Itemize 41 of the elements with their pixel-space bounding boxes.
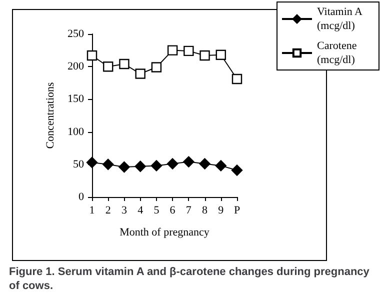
point [216,50,226,60]
x-tick-label: 1 [89,204,95,216]
x-tick-label: 6 [170,204,176,216]
point [199,158,210,170]
y-axis-title: Concentrations [44,82,56,149]
legend-label: Vitamin A (mcg/dl) [317,6,365,32]
x-tick-label: 7 [186,204,192,216]
point [184,46,194,56]
point [200,50,210,61]
point [151,62,162,72]
y-tick-label: 100 [68,126,84,138]
point [166,158,178,170]
y-tick-label: 150 [68,93,84,106]
point [135,68,146,79]
y-tick-label: 250 [68,28,84,40]
point [119,58,130,70]
point [232,74,242,84]
x-tick-label: 2 [105,204,111,216]
x-tick-label: P [234,204,240,216]
x-tick-label: 3 [121,204,128,216]
point [103,62,114,72]
point [86,156,98,168]
point [118,161,130,173]
x-tick-label: 4 [138,204,144,216]
point [215,160,226,172]
text: Figure 1. Serum vitamin A and β-carotene changes during pregnancy of cows. [9,266,372,292]
point [86,50,98,61]
point [134,160,146,172]
point [183,156,194,168]
point [231,164,243,176]
y-tick-label: 0 [78,191,84,203]
x-tick-label: 9 [218,204,224,216]
y-tick-label: 50 [73,158,84,170]
legend-label: Carotene (mcg/dl) [317,40,360,66]
y-tick-label: 200 [68,60,84,73]
point [167,45,178,56]
x-tick-label: 5 [154,204,160,216]
point [150,160,162,172]
x-tick-label: 8 [202,204,208,216]
x-axis-title: Month of pregnancy [120,226,210,238]
point [102,158,114,170]
